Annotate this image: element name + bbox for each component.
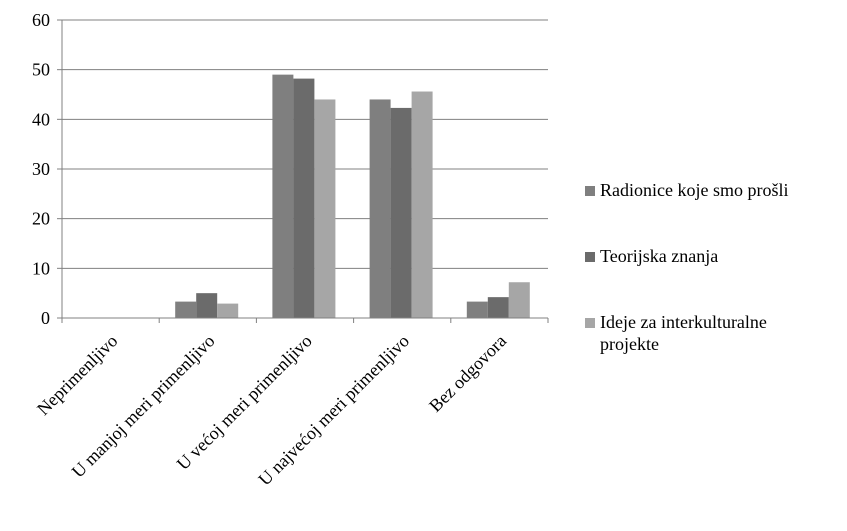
y-tick-label: 50 xyxy=(32,60,50,80)
bar xyxy=(217,303,239,318)
y-tick-label: 30 xyxy=(32,159,50,179)
bar xyxy=(175,301,197,318)
bars xyxy=(175,74,530,319)
y-tick-label: 20 xyxy=(32,209,50,229)
axes xyxy=(57,19,549,323)
legend-label: Ideje za interkulturalne xyxy=(600,312,767,332)
legend-swatch xyxy=(585,318,595,328)
bar xyxy=(466,301,488,318)
y-tick-label: 0 xyxy=(41,308,50,328)
bar xyxy=(390,107,412,318)
y-tick-labels: 0 10 20 30 40 50 60 xyxy=(32,10,50,328)
bar xyxy=(369,99,391,318)
legend: Radionice koje smo prošli Teorijska znanj… xyxy=(585,180,788,354)
bar xyxy=(314,99,336,318)
legend-swatch xyxy=(585,186,595,196)
bar xyxy=(411,91,433,319)
bar xyxy=(272,74,294,318)
bar xyxy=(293,78,315,319)
y-tick-label: 60 xyxy=(32,10,50,30)
category-label: Neprimenljivo xyxy=(33,331,121,419)
bar xyxy=(487,297,509,318)
bar xyxy=(508,282,530,318)
category-label: Bez odgovora xyxy=(425,331,510,416)
legend-label: projekte xyxy=(600,334,659,354)
y-tick-label: 10 xyxy=(32,258,50,278)
legend-label: Radionice koje smo prošli xyxy=(600,180,788,200)
legend-swatch xyxy=(585,252,595,262)
y-tick-label: 40 xyxy=(32,109,50,129)
bar xyxy=(196,293,218,318)
legend-label: Teorijska znanja xyxy=(600,246,718,266)
